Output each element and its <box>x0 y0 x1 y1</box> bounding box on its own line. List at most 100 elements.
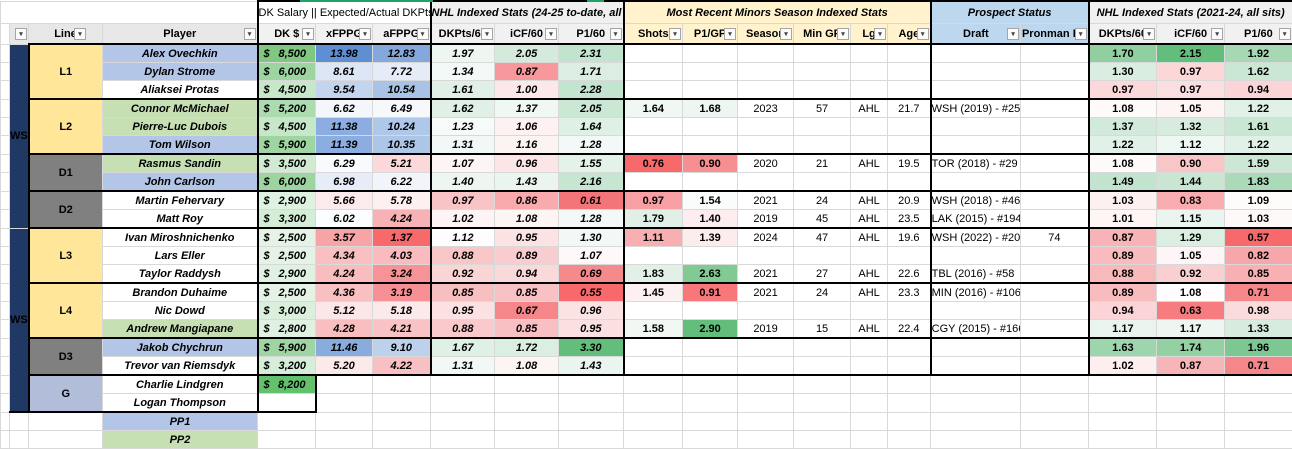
cell-age[interactable] <box>888 44 931 63</box>
cell-dk[interactable]: $6,000 <box>258 173 316 192</box>
cell-afppg[interactable]: 3.24 <box>373 265 431 284</box>
cell-season[interactable] <box>738 375 794 394</box>
line-cell-D3[interactable]: D3 <box>29 338 103 375</box>
cell-dk[interactable]: $6,000 <box>258 63 316 81</box>
cell-season[interactable] <box>738 63 794 81</box>
filter-dropdown-icon-player[interactable]: ▾ <box>244 28 256 40</box>
cell-mingp[interactable] <box>794 63 851 81</box>
cell-a0[interactable] <box>1 375 10 394</box>
cell-p1_cur[interactable]: 0.55 <box>559 283 624 302</box>
cell-draft[interactable] <box>931 375 1021 394</box>
cell-shots[interactable] <box>624 118 683 136</box>
cell-p1_cur[interactable]: 3.30 <box>559 338 624 357</box>
cell-p1gp[interactable] <box>683 118 738 136</box>
cell-mingp[interactable]: 24 <box>794 283 851 302</box>
cell-mingp[interactable]: 47 <box>794 228 851 247</box>
cell-dkpts_cur[interactable]: 1.07 <box>431 154 495 173</box>
cell-dk[interactable]: $8,200 <box>258 375 316 394</box>
cell-afppg[interactable]: 10.35 <box>373 136 431 155</box>
cell-pronman[interactable]: 74 <box>1021 228 1089 247</box>
player-name-cell[interactable]: Logan Thompson <box>103 394 258 413</box>
cell-mingp[interactable]: 57 <box>794 99 851 118</box>
cell-p1_cur[interactable]: 2.05 <box>559 99 624 118</box>
cell-p1_cur[interactable]: 0.96 <box>559 302 624 320</box>
filter-dropdown-icon-team[interactable]: ▾ <box>15 28 27 40</box>
cell-lg[interactable] <box>851 431 888 449</box>
cell-icf_cur[interactable]: 1.72 <box>495 338 559 357</box>
column-header-icf_hist[interactable]: iCF/60▾ <box>1157 24 1225 45</box>
cell-icf_cur[interactable]: 0.95 <box>495 228 559 247</box>
cell-xfppg[interactable]: 11.39 <box>316 136 373 155</box>
cell-dkpts_hist[interactable]: 1.37 <box>1089 118 1157 136</box>
cell-dkpts_hist[interactable]: 1.02 <box>1089 357 1157 376</box>
cell-a0[interactable] <box>1 63 10 81</box>
player-name-cell[interactable]: PP1 <box>103 412 258 431</box>
cell-afppg[interactable] <box>373 375 431 394</box>
cell-xfppg[interactable]: 3.57 <box>316 228 373 247</box>
filter-dropdown-icon-dk[interactable]: ▾ <box>302 28 314 40</box>
cell-season[interactable] <box>738 357 794 376</box>
cell-age[interactable] <box>888 136 931 155</box>
cell-pronman[interactable] <box>1021 302 1089 320</box>
cell-p1_cur[interactable] <box>559 431 624 449</box>
cell-dkpts_hist[interactable]: 0.89 <box>1089 247 1157 265</box>
cell-season[interactable]: 2019 <box>738 210 794 229</box>
filter-dropdown-icon-shots[interactable]: ▾ <box>669 28 681 40</box>
cell-p1_cur[interactable]: 1.64 <box>559 118 624 136</box>
column-header-dk[interactable]: DK $▾ <box>258 24 316 45</box>
cell-icf_hist[interactable]: 1.12 <box>1157 136 1225 155</box>
cell-xfppg[interactable]: 6.62 <box>316 99 373 118</box>
cell-age[interactable]: 20.9 <box>888 191 931 210</box>
cell-pronman[interactable] <box>1021 412 1089 431</box>
column-header-p1gp[interactable]: P1/GP▾ <box>683 24 738 45</box>
player-name-cell[interactable]: Ivan Miroshnichenko <box>103 228 258 247</box>
cell-dkpts_hist[interactable]: 0.87 <box>1089 228 1157 247</box>
cell-icf_hist[interactable]: 1.32 <box>1157 118 1225 136</box>
cell-draft[interactable]: WSH (2018) - #46 <box>931 191 1021 210</box>
column-header-pronman[interactable]: Pronman Rk▾ <box>1021 24 1089 45</box>
cell-a0[interactable] <box>1 191 10 210</box>
cell-dkpts_cur[interactable]: 1.62 <box>431 99 495 118</box>
column-header-player[interactable]: Player▾ <box>103 24 258 45</box>
cell-dkpts_cur[interactable] <box>431 431 495 449</box>
cell-mingp[interactable]: 15 <box>794 320 851 339</box>
cell-p1_hist[interactable]: 1.61 <box>1225 118 1292 136</box>
cell-afppg[interactable]: 7.72 <box>373 63 431 81</box>
player-name-cell[interactable]: Aliaksei Protas <box>103 81 258 100</box>
cell-icf_cur[interactable] <box>495 431 559 449</box>
cell-season[interactable] <box>738 302 794 320</box>
cell-lg[interactable] <box>851 136 888 155</box>
cell-p1_cur[interactable] <box>559 375 624 394</box>
cell-draft[interactable]: TBL (2016) - #58 <box>931 265 1021 284</box>
column-header-dkpts_hist[interactable]: DKPts/60▾ <box>1089 24 1157 45</box>
cell-p1_cur[interactable]: 1.71 <box>559 63 624 81</box>
cell-p1_hist[interactable]: 1.62 <box>1225 63 1292 81</box>
cell-icf_hist[interactable]: 1.05 <box>1157 99 1225 118</box>
cell-dkpts_hist[interactable]: 1.63 <box>1089 338 1157 357</box>
cell-icf_hist[interactable]: 0.90 <box>1157 154 1225 173</box>
filter-dropdown-icon-season[interactable]: ▾ <box>780 28 792 40</box>
cell-pronman[interactable] <box>1021 431 1089 449</box>
cell-lg[interactable] <box>851 375 888 394</box>
cell-lg[interactable] <box>851 118 888 136</box>
cell-icf_hist[interactable]: 0.97 <box>1157 63 1225 81</box>
cell-icf_hist[interactable]: 1.44 <box>1157 173 1225 192</box>
cell-age[interactable] <box>888 118 931 136</box>
cell-icf_hist[interactable]: 0.87 <box>1157 357 1225 376</box>
cell-p1_hist[interactable]: 1.59 <box>1225 154 1292 173</box>
cell-line-empty[interactable] <box>29 412 103 431</box>
cell-age[interactable]: 23.5 <box>888 210 931 229</box>
cell-afppg[interactable]: 6.22 <box>373 173 431 192</box>
cell-p1_hist[interactable]: 1.03 <box>1225 210 1292 229</box>
column-header-shots[interactable]: Shots▾ <box>624 24 683 45</box>
cell-dk[interactable]: $2,500 <box>258 228 316 247</box>
cell-season[interactable] <box>738 412 794 431</box>
cell-draft[interactable]: TOR (2018) - #29 <box>931 154 1021 173</box>
cell-icf_hist[interactable]: 0.92 <box>1157 265 1225 284</box>
cell-season[interactable]: 2021 <box>738 283 794 302</box>
cell-a0[interactable] <box>1 136 10 155</box>
cell-xfppg[interactable]: 5.12 <box>316 302 373 320</box>
cell-icf_cur[interactable] <box>495 394 559 413</box>
cell-xfppg[interactable]: 13.98 <box>316 44 373 63</box>
cell-icf_cur[interactable]: 2.05 <box>495 44 559 63</box>
